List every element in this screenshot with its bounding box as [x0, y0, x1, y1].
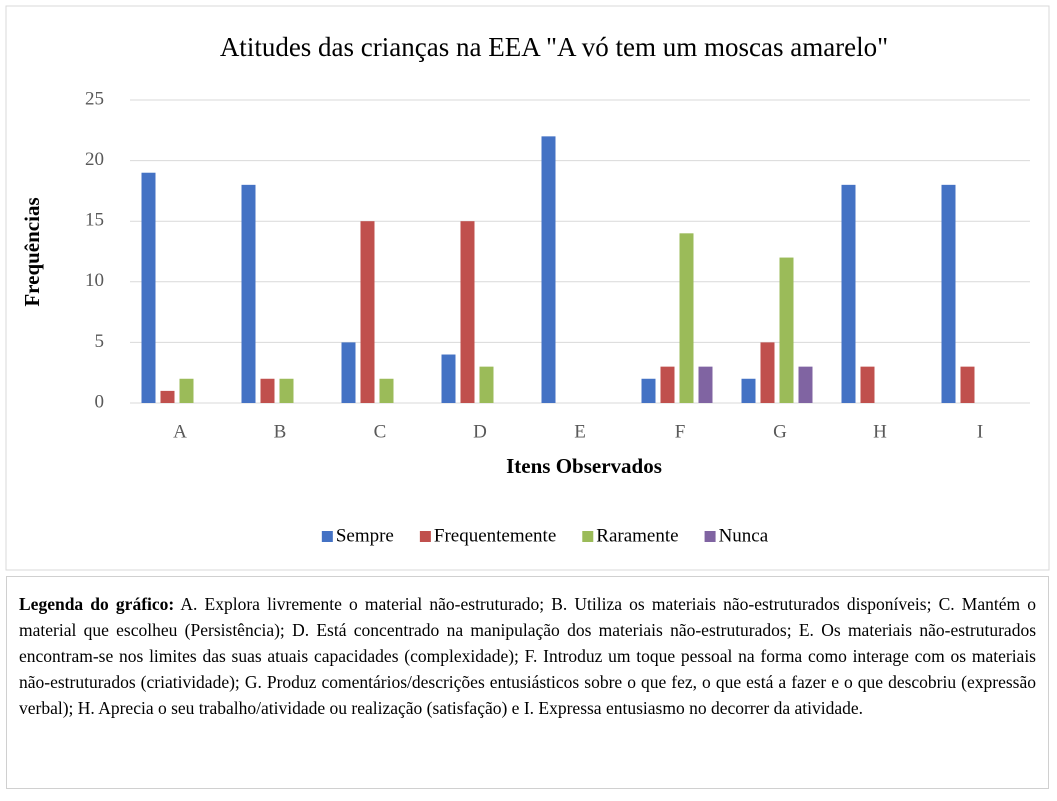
- bar: [360, 221, 375, 403]
- bar: [941, 184, 956, 403]
- bar: [660, 366, 675, 403]
- bar: [460, 221, 475, 403]
- legend-label: Nunca: [719, 525, 769, 546]
- y-tick-label: 25: [85, 88, 104, 109]
- caption-label: Legenda do gráfico:: [19, 594, 175, 614]
- y-tick-label: 15: [85, 210, 104, 231]
- legend-swatch: [704, 531, 716, 542]
- bar: [260, 378, 275, 403]
- legend-label: Frequentemente: [434, 525, 556, 546]
- x-axis-label: Itens Observados: [506, 454, 662, 478]
- y-tick-label: 10: [85, 270, 104, 291]
- x-tick-label: I: [977, 421, 983, 442]
- x-tick-label: E: [574, 421, 586, 442]
- bar: [341, 342, 356, 403]
- bar: [160, 390, 175, 403]
- bar: [698, 366, 713, 403]
- y-tick-label: 0: [95, 391, 105, 412]
- x-tick-label: C: [374, 421, 387, 442]
- bar: [141, 172, 156, 403]
- bar: [441, 354, 456, 403]
- legend-swatch: [419, 531, 431, 542]
- y-axis-label: Frequências: [20, 197, 44, 306]
- x-tick-label: A: [173, 421, 187, 442]
- bar: [860, 366, 875, 403]
- caption: Legenda do gráfico: A. Explora livrement…: [6, 576, 1049, 789]
- legend-label: Sempre: [336, 525, 394, 546]
- bar: [960, 366, 975, 403]
- bar: [179, 378, 194, 403]
- bar: [379, 378, 394, 403]
- bar: [241, 184, 256, 403]
- caption-text: A. Explora livremente o material não-est…: [19, 594, 1036, 718]
- chart: Atitudes das crianças na EEA "A vó tem u…: [5, 5, 1050, 571]
- bar: [760, 342, 775, 403]
- bar: [641, 378, 656, 403]
- x-tick-label: H: [873, 421, 887, 442]
- bar: [741, 378, 756, 403]
- chart-frame: [5, 5, 1050, 571]
- x-tick-label: G: [773, 421, 787, 442]
- y-tick-label: 20: [85, 149, 104, 170]
- bar: [279, 378, 294, 403]
- x-tick-label: B: [274, 421, 287, 442]
- bar: [779, 257, 794, 403]
- legend-swatch: [582, 531, 594, 542]
- x-tick-label: D: [473, 421, 487, 442]
- bar: [798, 366, 813, 403]
- legend-swatch: [321, 531, 333, 542]
- y-tick-label: 5: [95, 331, 105, 352]
- bar: [679, 233, 694, 403]
- bar: [841, 184, 856, 403]
- x-tick-label: F: [675, 421, 686, 442]
- legend-label: Raramente: [596, 525, 678, 546]
- bar: [541, 136, 556, 404]
- chart-title: Atitudes das crianças na EEA "A vó tem u…: [220, 32, 888, 62]
- bar: [479, 366, 494, 403]
